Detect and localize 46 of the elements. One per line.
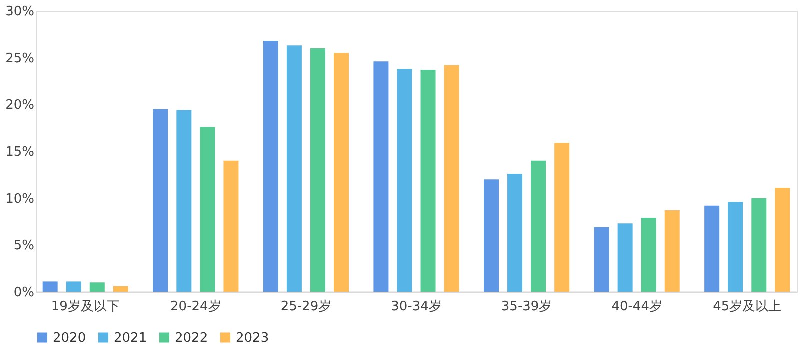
- y-tick-label: 10%: [6, 192, 34, 207]
- bar: [66, 282, 82, 292]
- x-tick-label: 35-39岁: [501, 300, 552, 314]
- bar: [310, 48, 326, 292]
- y-tick-label: 20%: [6, 98, 34, 114]
- bar: [334, 53, 350, 292]
- bar: [263, 40, 278, 292]
- bar: [531, 160, 546, 292]
- bar: [176, 110, 192, 292]
- bar: [775, 188, 790, 292]
- bar: [508, 174, 523, 292]
- bar: [704, 206, 720, 292]
- bar: [728, 202, 744, 292]
- x-tick-label: 40-44岁: [612, 300, 662, 314]
- y-tick-label: 30%: [6, 4, 34, 20]
- y-tick-label: 25%: [6, 51, 34, 66]
- x-tick-label: 20-24岁: [170, 300, 222, 314]
- x-tick-label: 30-34岁: [391, 300, 442, 314]
- bar: [90, 282, 105, 292]
- bar: [484, 180, 499, 292]
- bar: [200, 127, 216, 292]
- x-tick-label: 19岁及以下: [51, 300, 120, 314]
- bar: [42, 282, 58, 292]
- bar: [641, 218, 656, 292]
- bar: [618, 224, 633, 292]
- bar: [594, 227, 610, 292]
- bar: [664, 210, 680, 292]
- bar: [420, 70, 436, 292]
- bar: [224, 160, 239, 292]
- y-tick-label: 0%: [14, 286, 34, 300]
- legend-label: 2023: [236, 330, 270, 346]
- bar: [286, 46, 302, 292]
- x-tick-label: 25-29岁: [280, 300, 332, 314]
- legend-label: 2022: [175, 330, 208, 346]
- x-tick-label: 45岁及以上: [713, 300, 782, 314]
- y-tick-label: 5%: [14, 238, 34, 254]
- bar: [444, 65, 460, 292]
- bar: [397, 69, 412, 292]
- y-tick-label: 15%: [6, 145, 34, 160]
- bar: [752, 198, 767, 292]
- bar: [113, 286, 128, 292]
- bar: [374, 62, 389, 292]
- bar: [153, 109, 168, 292]
- legend-label: 2021: [114, 330, 148, 346]
- bar: [554, 143, 570, 292]
- legend-label: 2020: [53, 330, 86, 346]
